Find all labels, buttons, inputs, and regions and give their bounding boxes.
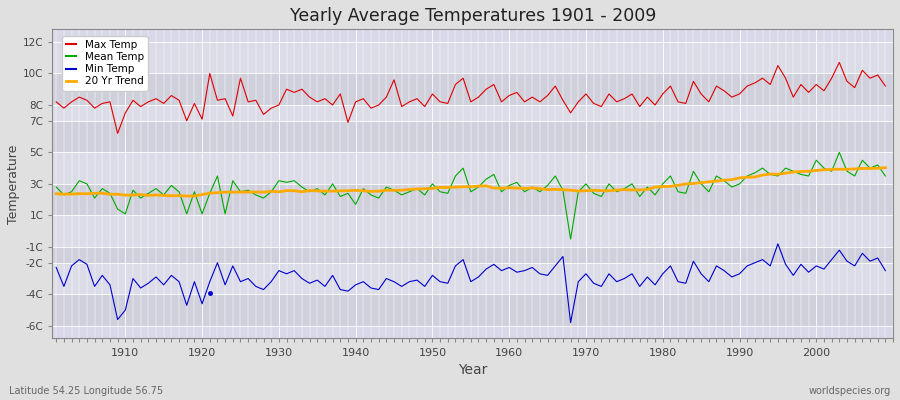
Bar xyxy=(52,74,893,105)
Bar xyxy=(52,294,893,326)
Bar xyxy=(52,263,893,294)
Legend: Max Temp, Mean Temp, Min Temp, 20 Yr Trend: Max Temp, Mean Temp, Min Temp, 20 Yr Tre… xyxy=(62,36,148,91)
Bar xyxy=(52,121,893,152)
Bar xyxy=(52,105,893,121)
Bar xyxy=(52,42,893,74)
Text: Latitude 54.25 Longitude 56.75: Latitude 54.25 Longitude 56.75 xyxy=(9,386,163,396)
Bar xyxy=(52,184,893,216)
Bar xyxy=(52,152,893,184)
Text: worldspecies.org: worldspecies.org xyxy=(809,386,891,396)
Title: Yearly Average Temperatures 1901 - 2009: Yearly Average Temperatures 1901 - 2009 xyxy=(290,7,656,25)
Bar xyxy=(52,216,893,247)
Y-axis label: Temperature: Temperature xyxy=(7,144,20,224)
X-axis label: Year: Year xyxy=(458,363,488,377)
Bar xyxy=(52,247,893,263)
